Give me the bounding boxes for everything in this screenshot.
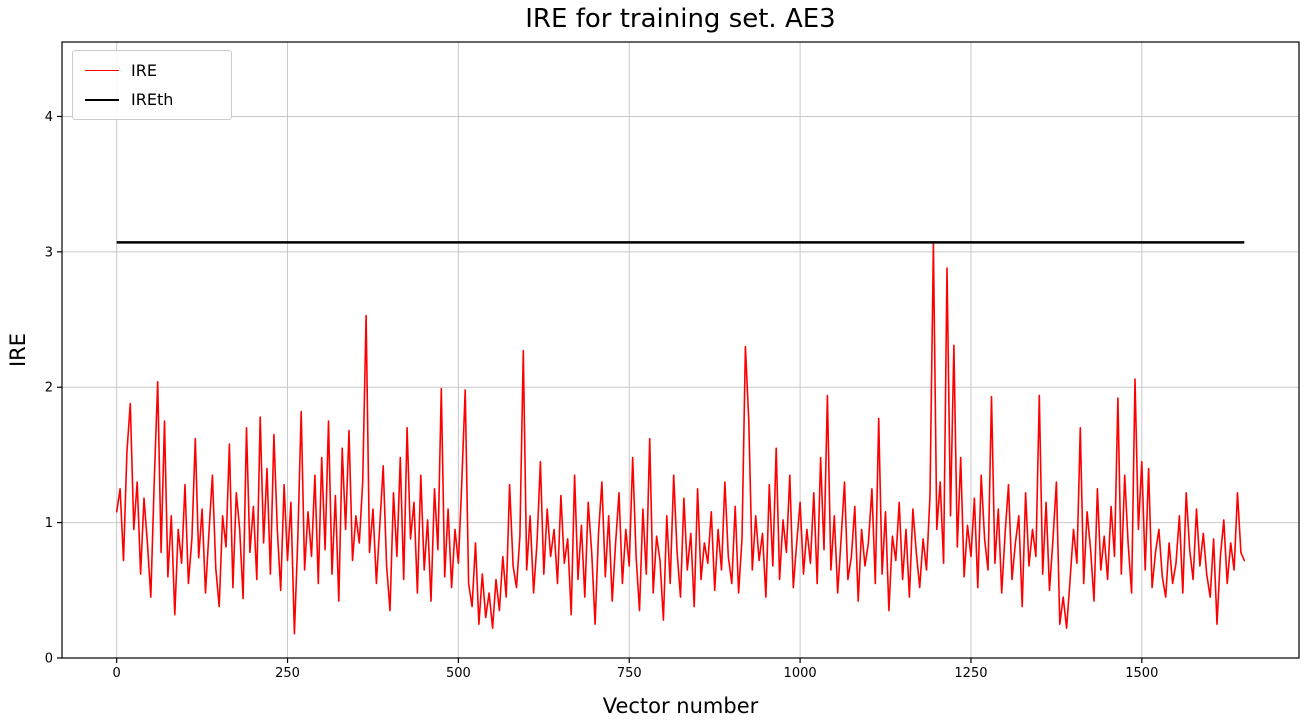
legend-item-ireth: IREth: [85, 90, 215, 109]
svg-text:750: 750: [617, 666, 642, 681]
svg-text:1250: 1250: [954, 666, 987, 681]
ire-line-swatch: [85, 70, 119, 71]
svg-text:0: 0: [45, 652, 53, 667]
chart-title: IRE for training set. AE3: [525, 4, 836, 34]
svg-text:500: 500: [446, 666, 471, 681]
legend: IRE IREth: [72, 50, 232, 120]
y-axis-label: IRE: [6, 332, 30, 368]
svg-text:4: 4: [45, 110, 53, 125]
svg-text:0: 0: [113, 666, 121, 681]
svg-text:1: 1: [45, 516, 53, 531]
svg-text:1000: 1000: [784, 666, 817, 681]
legend-label-ireth: IREth: [131, 90, 174, 109]
x-axis-label: Vector number: [602, 694, 759, 718]
ireth-line-swatch: [85, 98, 119, 101]
svg-text:3: 3: [45, 245, 53, 260]
legend-label-ire: IRE: [131, 61, 157, 80]
legend-item-ire: IRE: [85, 61, 215, 80]
svg-text:250: 250: [275, 666, 300, 681]
svg-text:1500: 1500: [1125, 666, 1158, 681]
svg-text:2: 2: [45, 381, 53, 396]
